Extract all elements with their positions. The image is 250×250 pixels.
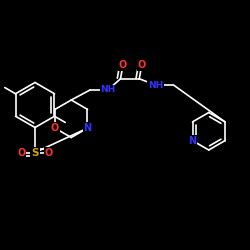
Text: NH: NH xyxy=(148,80,163,90)
Text: NH: NH xyxy=(100,86,116,94)
Text: O: O xyxy=(17,148,25,158)
Text: N: N xyxy=(188,136,196,145)
Text: O: O xyxy=(44,148,53,158)
Text: O: O xyxy=(51,123,59,133)
Text: O: O xyxy=(138,60,146,70)
Text: N: N xyxy=(84,123,92,133)
Text: S: S xyxy=(31,148,39,158)
Text: O: O xyxy=(119,60,127,70)
